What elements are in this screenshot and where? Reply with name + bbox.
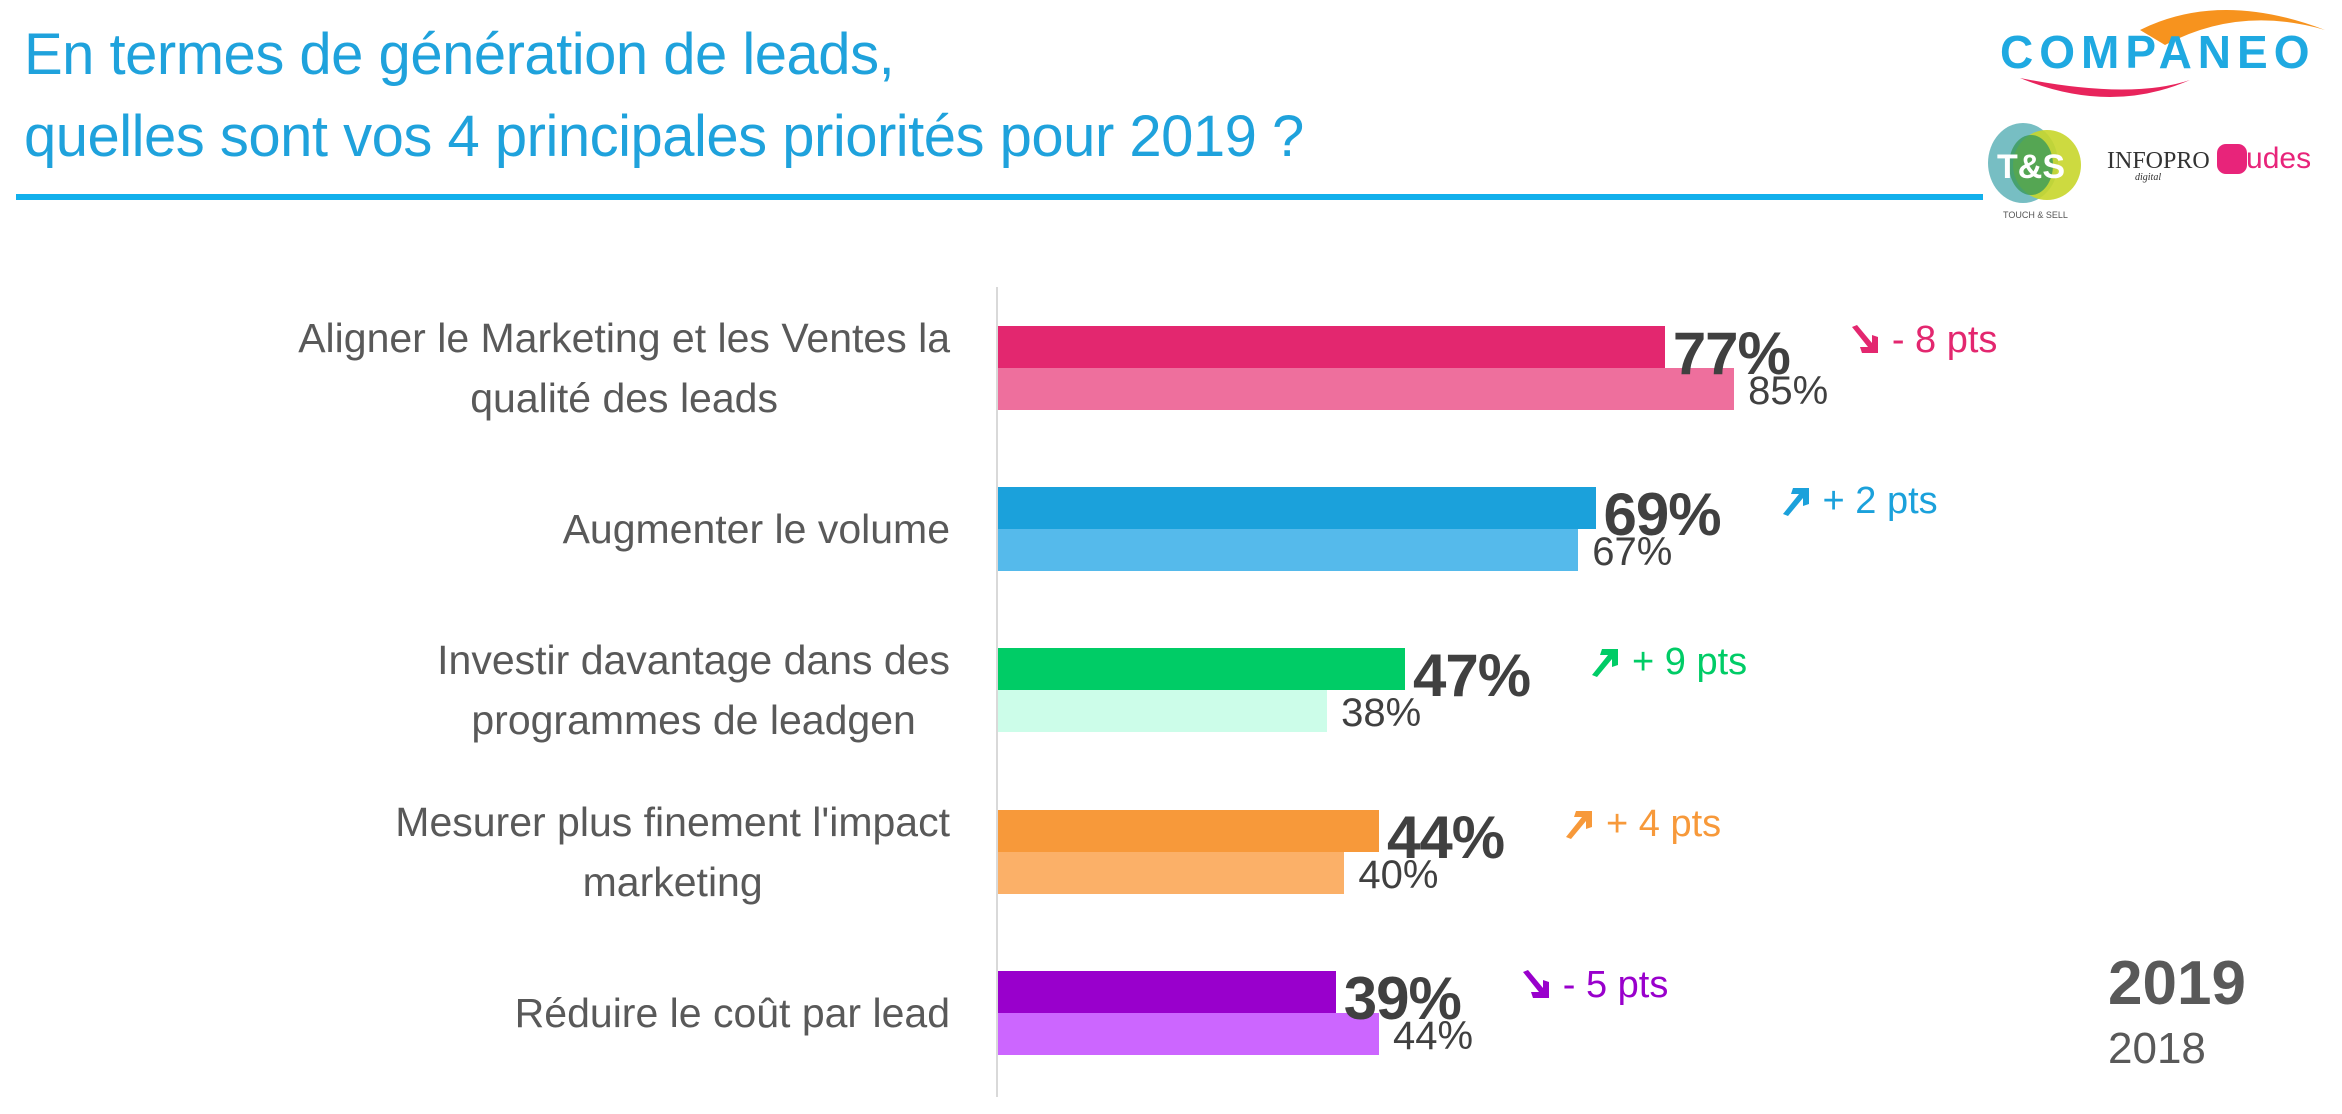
bar-2019 (998, 648, 1406, 690)
value-label-2018: 38% (1341, 691, 1422, 735)
value-label-2018: 67% (1592, 530, 1673, 574)
delta-text: + 4 pts (1606, 803, 1722, 845)
bar-2019 (998, 810, 1380, 852)
bar-2018 (998, 690, 1328, 732)
arrow-up-right-icon (1588, 645, 1622, 679)
category-label-line: Investir davantage dans des (437, 637, 950, 683)
bar-2019 (998, 326, 1665, 368)
chart-title: En termes de génération de leads, quelle… (24, 14, 1304, 178)
delta-annotation: - 8 pts (1848, 318, 1998, 362)
delta-annotation: + 9 pts (1588, 640, 1747, 684)
bar-2019 (998, 487, 1596, 529)
delta-annotation: + 4 pts (1562, 802, 1721, 846)
arrow-up-right-icon (1562, 807, 1596, 841)
delta-text: + 9 pts (1632, 641, 1748, 683)
value-label-2019: 47% (1413, 642, 1531, 709)
legend-2018: 2018 (2108, 1024, 2206, 1073)
bar-2019 (998, 971, 1336, 1013)
value-label-2019: 77% (1672, 320, 1791, 387)
bar-2018 (998, 368, 1735, 410)
category-label-line: Mesurer plus finement l'impact (395, 799, 950, 845)
category-label: Investir davantage dans des programmes de… (150, 630, 950, 750)
title-line-2: quelles sont vos 4 principales priorités… (24, 104, 1304, 169)
bar-2018 (998, 1013, 1380, 1055)
value-label-2019: 44% (1387, 804, 1505, 871)
category-label-line: Augmenter le volume (562, 506, 950, 552)
delta-annotation: - 5 pts (1519, 963, 1669, 1007)
value-label-2019: 69% (1603, 481, 1722, 548)
value-label-2019: 39% (1343, 965, 1462, 1032)
ts-logo-subtext: TOUCH & SELL (2003, 210, 2068, 220)
delta-text: + 2 pts (1822, 480, 1938, 522)
infopro-logo-text: INFOPRO (2107, 148, 2210, 174)
category-label: Mesurer plus finement l'impact marketing (150, 792, 950, 912)
delta-text: - 5 pts (1562, 964, 1669, 1006)
category-label-line: programmes de leadgen (471, 697, 916, 743)
ts-logo-text: T&S (1997, 148, 2065, 186)
delta-text: - 8 pts (1891, 319, 1998, 361)
title-line-1: En termes de génération de leads, (24, 22, 895, 87)
value-label-2018: 85% (1748, 369, 1829, 413)
companeo-wordmark: COMPANEO (2000, 26, 2316, 78)
category-label-line: Aligner le Marketing et les Ventes la (298, 315, 950, 361)
arrow-down-right-icon (1848, 323, 1882, 357)
delta-annotation: + 2 pts (1779, 479, 1938, 523)
category-axis (996, 287, 998, 1097)
partner-logos: T&S TOUCH & SELL INFOPRO digital études (1988, 123, 2311, 220)
companeo-logo: COMPANEO (2000, 10, 2325, 98)
category-label: Augmenter le volume (150, 499, 950, 559)
category-label-line: qualité des leads (470, 375, 778, 421)
arrow-down-right-icon (1519, 968, 1553, 1002)
etudes-logo-text: études (2221, 142, 2311, 175)
infopro-logo-subtext: digital (2135, 172, 2161, 183)
bar-2018 (998, 852, 1345, 894)
category-label: Réduire le coût par lead (150, 983, 950, 1043)
value-label-2018: 40% (1358, 853, 1439, 897)
bar-2018 (998, 529, 1579, 571)
category-label-line: marketing (582, 859, 763, 905)
value-label-2018: 44% (1393, 1014, 1474, 1058)
category-label: Aligner le Marketing et les Ventes la qua… (150, 308, 950, 428)
arrow-up-right-icon (1779, 484, 1813, 518)
title-divider (16, 194, 1983, 200)
legend-2019: 2019 (2108, 949, 2246, 1018)
category-label-line: Réduire le coût par lead (514, 990, 950, 1036)
